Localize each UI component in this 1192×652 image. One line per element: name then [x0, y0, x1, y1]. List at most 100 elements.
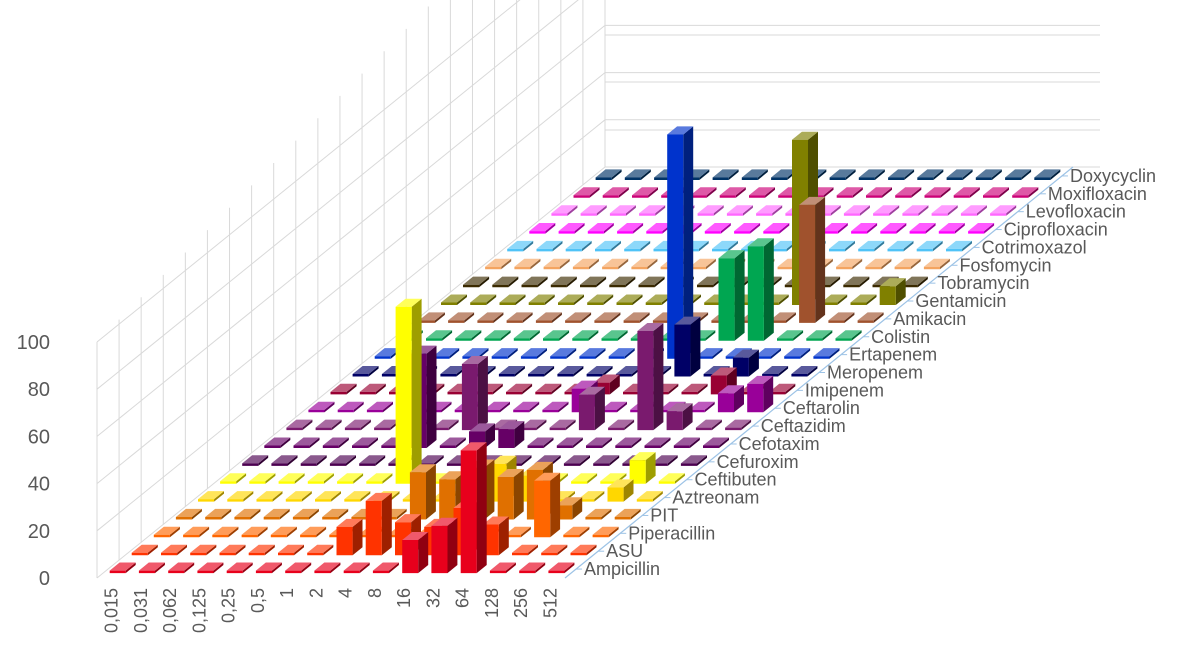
chart-walls [96, 0, 1100, 579]
bar [337, 473, 364, 484]
bar-front [673, 445, 690, 448]
bar-side [845, 240, 855, 252]
bar-side [426, 464, 436, 520]
bar [1005, 169, 1032, 180]
bar-side [816, 169, 827, 180]
bar-front [337, 481, 354, 484]
bar-side [596, 205, 607, 216]
bar-side [682, 403, 693, 431]
bar-front [548, 570, 565, 574]
bar-side [485, 366, 496, 377]
bar-front [519, 570, 536, 574]
bar [857, 312, 884, 323]
bar [880, 223, 907, 234]
bar-top [623, 312, 650, 321]
bar-side [648, 187, 658, 198]
bar-top [256, 491, 283, 500]
bar-top [293, 437, 320, 446]
bar-side [301, 562, 312, 574]
bar-side [962, 240, 972, 252]
bar [990, 205, 1017, 216]
bar-front [688, 409, 705, 413]
bar-top [578, 491, 605, 500]
bar [917, 169, 944, 180]
bar-side [558, 401, 569, 413]
bar-side [655, 205, 666, 216]
bar-top [835, 330, 862, 339]
bar-top [1005, 169, 1032, 178]
bar-front [601, 338, 618, 341]
bar [887, 240, 914, 252]
bar-side [633, 223, 644, 234]
bar-side [785, 383, 796, 395]
series-label: Meropenem [827, 363, 923, 383]
bar [520, 419, 547, 431]
bar [960, 205, 987, 216]
bar-top [278, 544, 304, 553]
bar-side [594, 386, 605, 431]
x-tick-label: 2 [306, 588, 326, 598]
bar-front [374, 356, 391, 359]
bar-front [556, 445, 573, 448]
bar [829, 240, 855, 252]
bar-front [315, 499, 332, 502]
bar [300, 526, 327, 538]
bar-front [578, 394, 595, 431]
bar-side [660, 437, 671, 448]
bar-side [1021, 169, 1032, 180]
bar-front [477, 320, 494, 323]
bar-side [418, 532, 429, 574]
bar-front [381, 374, 398, 377]
bar-side [506, 562, 516, 574]
bar-side [661, 366, 672, 377]
bar-side [346, 383, 357, 395]
bar-top [109, 562, 136, 571]
bar-front [916, 248, 933, 252]
bar-top [821, 223, 848, 232]
bar-front [448, 320, 465, 323]
bar-front [249, 481, 266, 484]
bar-side [214, 491, 224, 502]
bar-top [674, 316, 701, 325]
bar-front [292, 517, 309, 520]
bar [895, 187, 922, 198]
bar-side [917, 276, 928, 288]
bar-side [647, 258, 658, 270]
bar-top [483, 401, 510, 410]
bar [264, 437, 291, 448]
bar-side [667, 455, 678, 466]
bar-side [763, 375, 774, 413]
bar-front [285, 499, 302, 502]
bar-top [506, 383, 533, 392]
bar-side [698, 240, 709, 252]
bar-side [603, 294, 614, 305]
bar-side [631, 437, 642, 448]
bar [543, 330, 570, 341]
bar [461, 356, 488, 431]
bar-top [666, 403, 693, 412]
bar-side [544, 294, 555, 305]
bar [712, 240, 738, 252]
bar [741, 169, 768, 180]
bar-side [484, 459, 495, 520]
bar-side [750, 223, 761, 234]
bar [858, 240, 885, 252]
bar-top [482, 516, 509, 525]
bar-top [703, 437, 729, 446]
bar [769, 312, 796, 323]
bar [432, 419, 459, 431]
bar [197, 562, 224, 574]
bar-top [556, 437, 583, 446]
bar-side [574, 294, 584, 305]
bar [359, 455, 386, 466]
bar [636, 491, 663, 502]
bar-side [822, 330, 833, 341]
bar-side [177, 544, 187, 556]
bar-front [366, 409, 383, 413]
bar [916, 240, 943, 252]
bar-front [946, 248, 963, 252]
bar-front [551, 213, 568, 216]
bar-top [646, 223, 673, 232]
series-label: Doxycyclin [1070, 166, 1156, 186]
bar-front [851, 231, 868, 234]
